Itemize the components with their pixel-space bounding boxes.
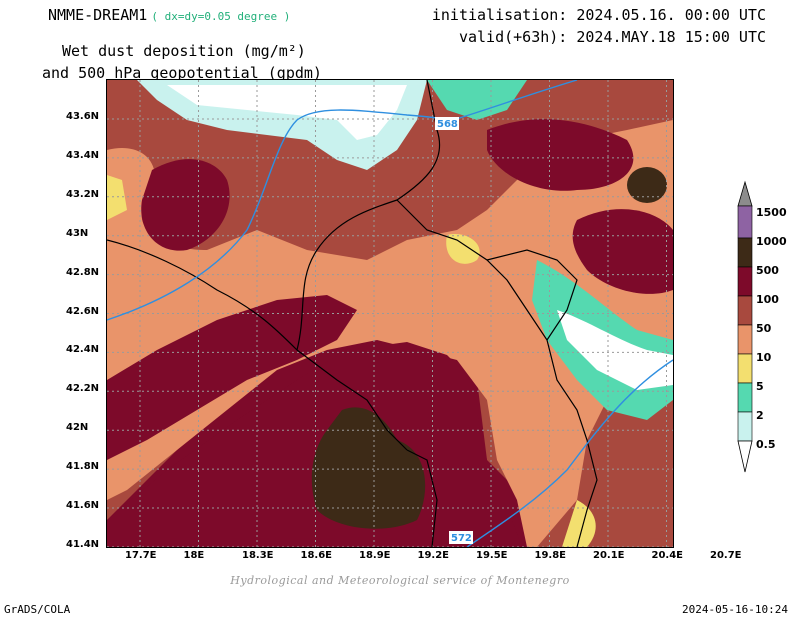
y-tick-label: 42.8N [66, 266, 100, 278]
legend-100-500 [737, 266, 753, 297]
country-borders [107, 80, 598, 547]
legend-50-100 [737, 295, 753, 326]
legend-colorbar [737, 180, 753, 473]
legend-10-50 [737, 324, 753, 355]
legend-500-1000 [737, 237, 753, 268]
legend-level-label: 500 [756, 264, 779, 277]
field-5-10-c [562, 500, 596, 547]
field-5-10-b [107, 175, 127, 220]
legend-2-5 [737, 382, 753, 413]
legend-0.5-2 [737, 411, 753, 442]
field-100-500-d [107, 295, 357, 460]
x-tick-label: 18.9E [359, 550, 391, 561]
legend-level-label: 1000 [756, 235, 787, 248]
x-tick-label: 19.2E [417, 550, 450, 561]
grid-lines [107, 80, 673, 547]
y-tick-label: 42.2N [66, 383, 100, 395]
x-tick-label: 20.4E [651, 550, 684, 561]
contour-label-568-box [435, 117, 459, 130]
model-name: NMME-DREAM1( dx=dy=0.05 degree ) [48, 6, 290, 24]
legend-level-label: 100 [756, 293, 779, 306]
map-panel[interactable]: 568 572 [106, 79, 674, 548]
contour-label-572-box [449, 531, 473, 544]
field-500-1000 [311, 407, 426, 529]
x-tick-label: 18E [183, 550, 205, 561]
x-tick-label: 17.7E [125, 550, 157, 561]
contour-label-572: 572 [451, 533, 472, 544]
y-tick-label: 42.6N [66, 305, 100, 317]
timestamp-label: 2024-05-16-10:24 [682, 603, 788, 616]
model-label: NMME-DREAM1 [48, 6, 148, 24]
legend-level-label: 0.5 [756, 438, 776, 451]
resolution-label: ( dx=dy=0.05 degree ) [151, 10, 291, 23]
map-title-line2: and 500 hPa geopotential (gpdm) [42, 64, 322, 82]
legend-1000-1500 [737, 205, 753, 239]
map-svg: 568 572 [107, 80, 673, 547]
x-tick-label: 19.5E [476, 550, 508, 561]
x-tick-label: 18.6E [300, 550, 333, 561]
field-500-1000-east [627, 167, 667, 203]
field-low-east-white [557, 310, 673, 390]
contour-label-568: 568 [437, 119, 458, 130]
legend-5-10 [737, 353, 753, 384]
y-tick-label: 41.8N [66, 461, 100, 473]
contour-572 [466, 359, 673, 547]
legend-level-label: 10 [756, 351, 772, 364]
y-tick-label: 42N [66, 422, 89, 434]
field-10-50 [107, 120, 673, 547]
legend-level-label: 5 [756, 380, 764, 393]
legend-level-label: 2 [756, 409, 764, 422]
field-low-north-white [167, 85, 407, 140]
x-tick-label: 20.7E [710, 550, 742, 561]
y-tick-label: 42.4N [66, 344, 100, 356]
legend-level-label: 1500 [756, 206, 787, 219]
legend-below-0.5 [737, 440, 753, 473]
y-tick-label: 43.6N [66, 111, 100, 122]
field-5-10-a [446, 234, 480, 264]
x-tick-label: 19.8E [534, 550, 567, 561]
valid-time: valid(+63h): 2024.MAY.18 15:00 UTC [458, 28, 766, 46]
legend-level-label: 50 [756, 322, 772, 335]
y-tick-label: 41.4N [66, 538, 100, 550]
field-100-500-b [487, 119, 634, 191]
map-title-line1: Wet dust deposition (mg/m²) [62, 42, 306, 60]
x-tick-label: 18.3E [242, 550, 274, 561]
field-100-500-a [141, 159, 230, 251]
software-label: GrADS/COLA [4, 603, 71, 616]
field-low-northeast [427, 80, 527, 120]
x-tick-label: 20.1E [593, 550, 625, 561]
field-100-500-c [572, 209, 673, 294]
y-tick-label: 43N [66, 227, 89, 239]
initialisation-time: initialisation: 2024.05.16. 00:00 UTC [431, 6, 766, 24]
legend-above-1500 [737, 180, 753, 207]
contour-568 [107, 109, 453, 321]
y-tick-label: 41.6N [66, 500, 100, 511]
y-tick-label: 43.4N [66, 149, 100, 161]
y-tick-label: 43.2N [66, 188, 100, 200]
credit-text: Hydrological and Meteorological service … [230, 574, 570, 587]
